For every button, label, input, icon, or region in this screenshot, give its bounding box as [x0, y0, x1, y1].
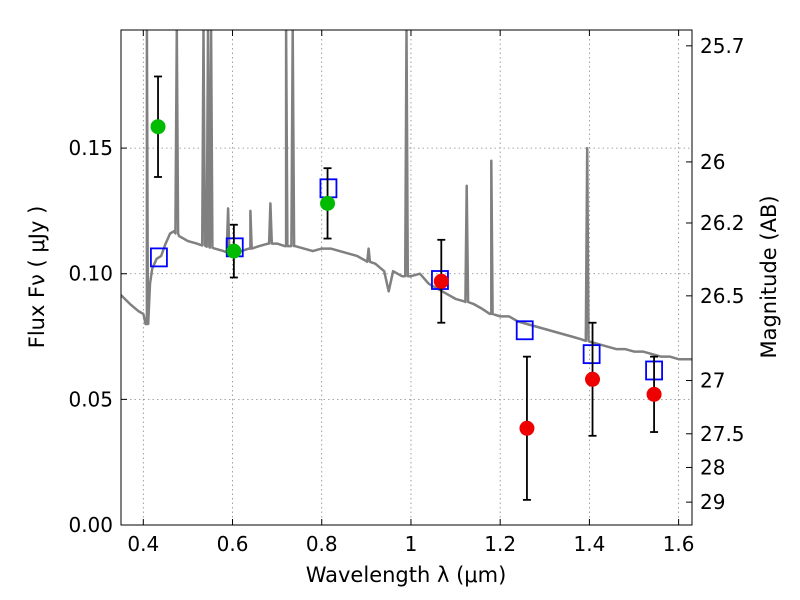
- x-tick-label: 1: [405, 532, 418, 556]
- y-tick-label: 0.15: [68, 136, 113, 160]
- right-tick-label: 28: [700, 455, 725, 479]
- right-axis-label: Magnitude (AB): [757, 195, 781, 358]
- right-tick-label: 26.5: [700, 284, 745, 308]
- right-tick-label: 29: [700, 490, 725, 514]
- red-point: [646, 386, 662, 402]
- y-tick-label: 0.05: [68, 387, 113, 411]
- y-tick-label: 0.00: [68, 513, 113, 537]
- green-point: [226, 243, 242, 259]
- right-tick-label: 27: [700, 369, 725, 393]
- x-tick-label: 1.2: [484, 532, 516, 556]
- x-tick-label: 0.6: [217, 532, 249, 556]
- x-axis-label: Wavelength λ (μm): [306, 563, 507, 587]
- red-point: [585, 371, 601, 387]
- green-point: [320, 195, 336, 211]
- model-square-point: [150, 247, 168, 268]
- x-tick-label: 1.6: [663, 532, 695, 556]
- y-tick-label: 0.10: [68, 262, 113, 286]
- red-point: [519, 420, 535, 436]
- plot-frame: [120, 29, 693, 526]
- x-tick-label: 0.8: [306, 532, 338, 556]
- right-tick-label: 26.2: [700, 211, 745, 235]
- red-point: [433, 273, 449, 289]
- plot-area: [121, 30, 692, 501]
- right-tick-label: 26: [700, 150, 725, 174]
- green-point: [150, 119, 166, 135]
- x-tick-label: 0.4: [127, 532, 159, 556]
- right-tick-label: 25.7: [700, 34, 745, 58]
- y-axis-label: Flux Fν ( μJy ): [25, 206, 49, 349]
- right-tick-label: 27.5: [700, 422, 745, 446]
- axes: 0.4 0.6 0.8 1 1.2 1.4 1.6 0.00 0.05 0.10 0.15 25.7 2…: [68, 29, 745, 556]
- sed-line: [121, 30, 692, 361]
- x-tick-label: 1.4: [573, 532, 605, 556]
- model-square-point: [515, 320, 534, 341]
